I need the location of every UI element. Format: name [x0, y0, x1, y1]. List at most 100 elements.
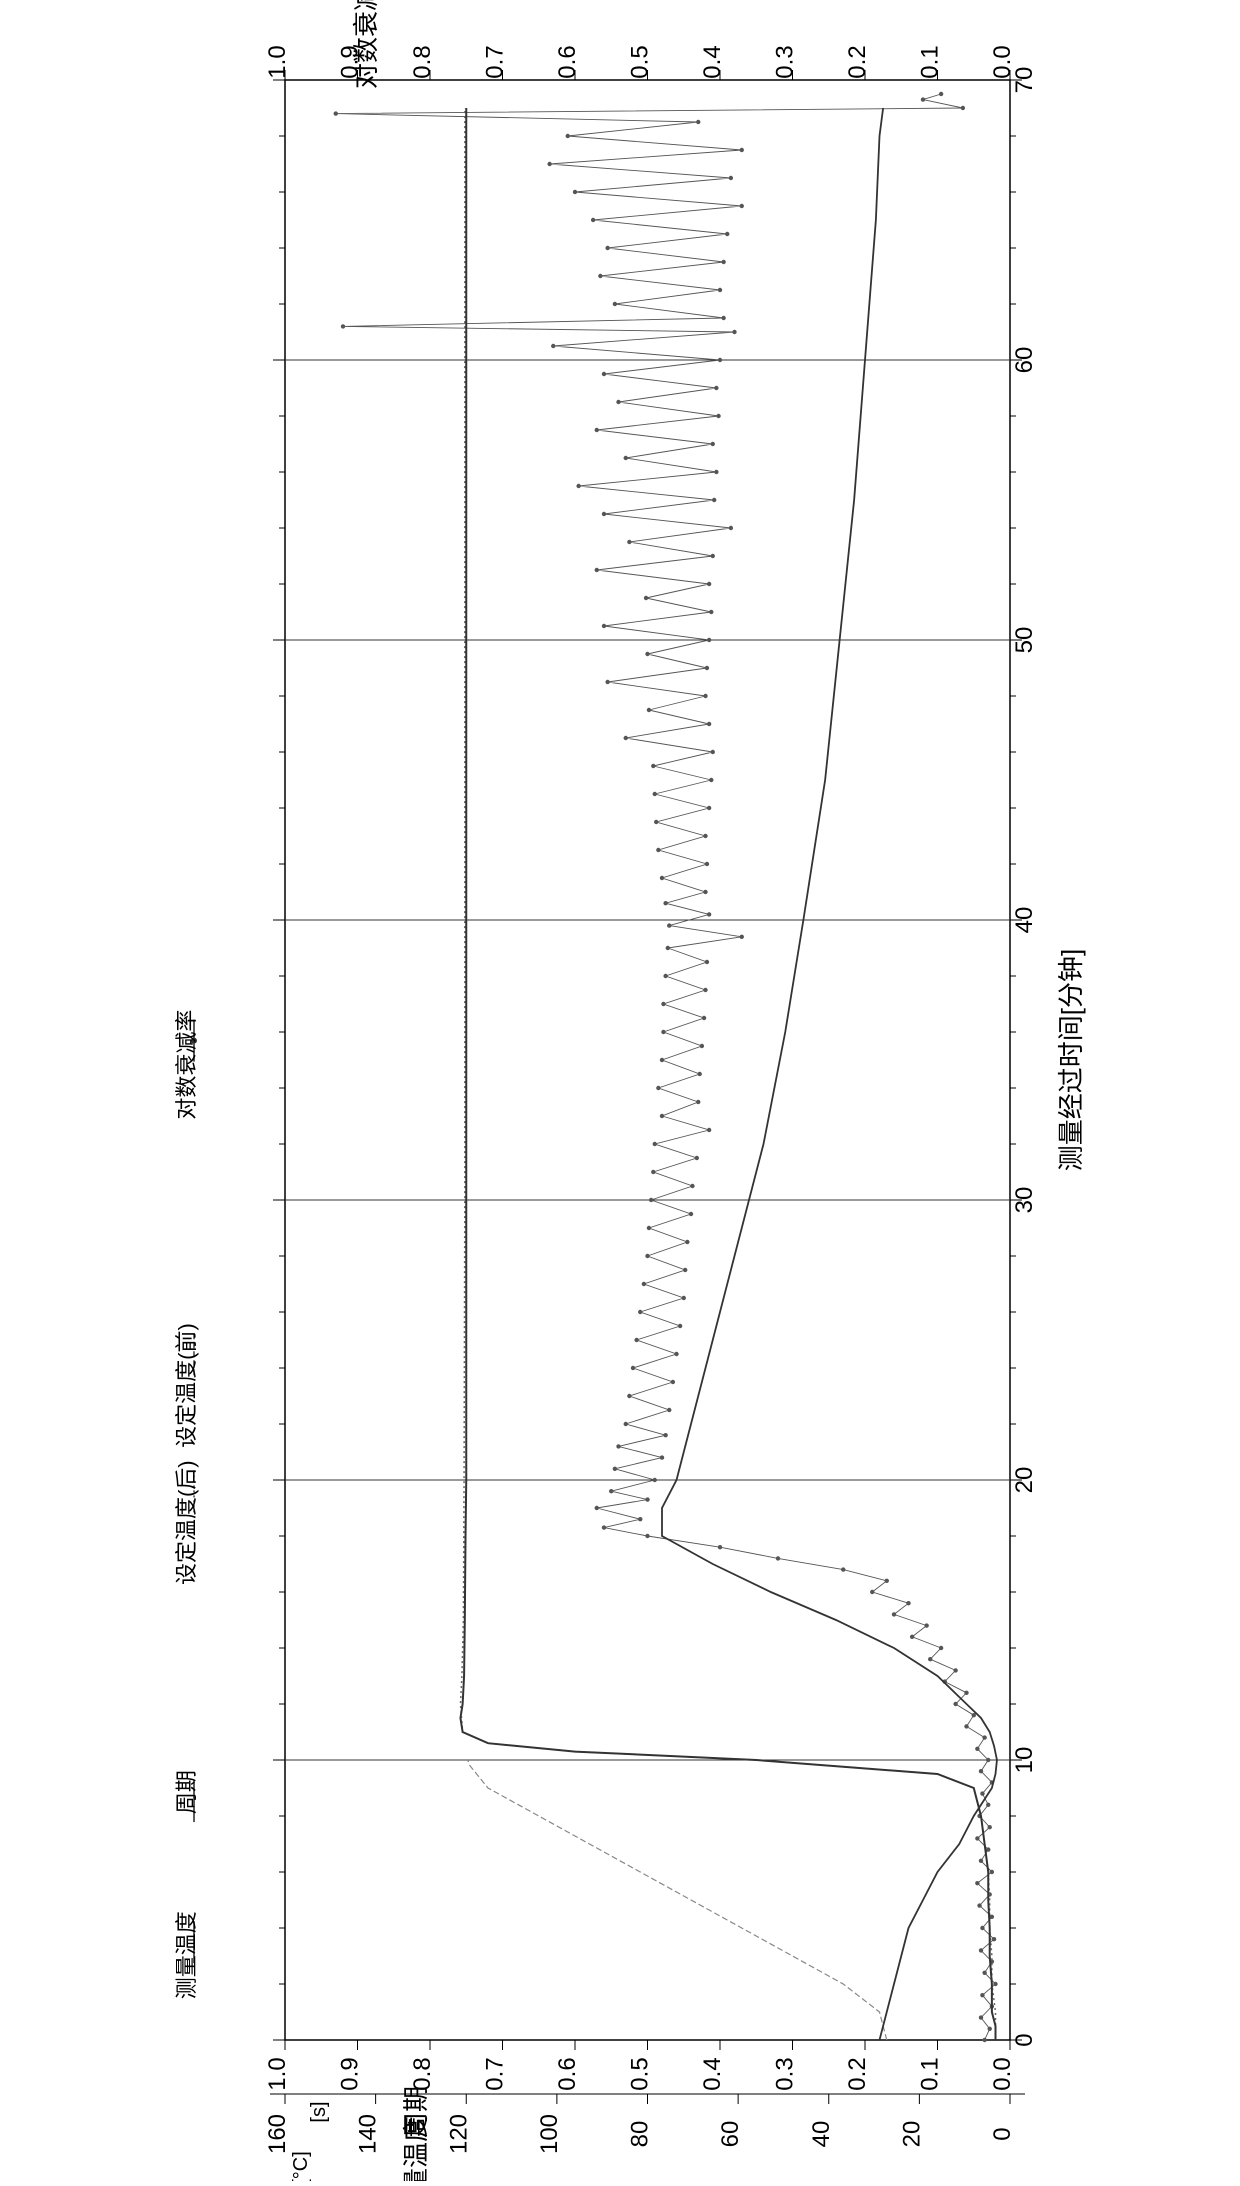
- y2-tick-label: 0.1: [917, 2057, 944, 2090]
- y2-tick-label: 0.5: [627, 2057, 654, 2090]
- marker-log-decrement: [740, 204, 744, 208]
- marker-log-decrement: [716, 414, 720, 418]
- marker-log-decrement: [645, 1534, 649, 1538]
- y1-tick-label: 60: [717, 2121, 744, 2148]
- marker-log-decrement: [683, 1268, 687, 1272]
- marker-log-decrement: [341, 324, 345, 328]
- y1-tick-label: 160: [264, 2114, 291, 2154]
- marker-log-decrement: [627, 540, 631, 544]
- marker-log-decrement: [576, 484, 580, 488]
- marker-log-decrement: [609, 1489, 613, 1493]
- marker-log-decrement: [616, 1444, 620, 1448]
- marker-log-decrement: [910, 1635, 914, 1639]
- marker-log-decrement: [975, 1881, 979, 1885]
- marker-log-decrement: [979, 1769, 983, 1773]
- marker-log-decrement: [990, 1870, 994, 1874]
- series-log-decrement: [336, 94, 996, 2040]
- legend-label: 设定温度(后): [174, 1460, 199, 1585]
- y3-tick-label: 0.1: [917, 45, 944, 78]
- marker-log-decrement: [663, 974, 667, 978]
- marker-log-decrement: [690, 1184, 694, 1188]
- marker-log-decrement: [977, 1903, 981, 1907]
- chart-svg: 010203040506070测量经过时间[分钟]0.00.10.20.30.4…: [0, 0, 1240, 2181]
- marker-log-decrement: [602, 1525, 606, 1529]
- marker-log-decrement: [702, 1016, 706, 1020]
- legend-label: 对数衰减率: [174, 1010, 199, 1120]
- marker-log-decrement: [718, 1545, 722, 1549]
- marker-log-decrement: [707, 912, 711, 916]
- time-tick-label: 10: [1011, 1747, 1038, 1774]
- marker-log-decrement: [547, 162, 551, 166]
- marker-log-decrement: [682, 1296, 686, 1300]
- marker-log-decrement: [729, 526, 733, 530]
- marker-log-decrement: [980, 1926, 984, 1930]
- marker-log-decrement: [595, 568, 599, 572]
- marker-log-decrement: [979, 1859, 983, 1863]
- marker-log-decrement: [993, 1982, 997, 1986]
- marker-log-decrement: [988, 1825, 992, 1829]
- y3-tick-label: 0.3: [772, 45, 799, 78]
- marker-log-decrement: [663, 1433, 667, 1437]
- marker-log-decrement: [992, 1937, 996, 1941]
- marker-log-decrement: [721, 316, 725, 320]
- marker-log-decrement: [647, 1226, 651, 1230]
- y2-tick-label: 0.7: [482, 2057, 509, 2090]
- series-measured-temp: [460, 108, 995, 2040]
- marker-log-decrement: [645, 1254, 649, 1258]
- marker-log-decrement: [705, 666, 709, 670]
- marker-log-decrement: [703, 988, 707, 992]
- marker-log-decrement: [707, 638, 711, 642]
- y3-tick-label: 0.8: [409, 45, 436, 78]
- marker-log-decrement: [979, 2015, 983, 2019]
- y3-axis-label: 对数衰减率: [351, 0, 381, 89]
- y1-tick-label: 100: [536, 2114, 563, 2154]
- marker-log-decrement: [653, 792, 657, 796]
- marker-log-decrement: [651, 1170, 655, 1174]
- chart-container: 010203040506070测量经过时间[分钟]0.00.10.20.30.4…: [0, 0, 1240, 2181]
- marker-log-decrement: [885, 1579, 889, 1583]
- marker-log-decrement: [703, 694, 707, 698]
- marker-log-decrement: [566, 134, 570, 138]
- marker-log-decrement: [982, 1971, 986, 1975]
- marker-log-decrement: [613, 1467, 617, 1471]
- marker-log-decrement: [647, 708, 651, 712]
- marker-log-decrement: [605, 246, 609, 250]
- marker-log-decrement: [591, 218, 595, 222]
- marker-log-decrement: [980, 1791, 984, 1795]
- marker-log-decrement: [660, 1114, 664, 1118]
- y2-tick-label: 0.9: [337, 2057, 364, 2090]
- marker-log-decrement: [660, 1455, 664, 1459]
- series-set-temp-front: [468, 1760, 887, 2040]
- marker-log-decrement: [667, 923, 671, 927]
- marker-log-decrement: [776, 1556, 780, 1560]
- marker-log-decrement: [986, 1803, 990, 1807]
- marker-log-decrement: [696, 120, 700, 124]
- y3-tick-label: 0.0: [989, 45, 1016, 78]
- marker-log-decrement: [725, 232, 729, 236]
- y1-axis-unit: [°C]: [290, 2151, 312, 2181]
- marker-log-decrement: [707, 722, 711, 726]
- marker-log-decrement: [644, 596, 648, 600]
- y1-tick-label: 40: [808, 2121, 835, 2148]
- marker-log-decrement: [638, 1517, 642, 1521]
- marker-log-decrement: [939, 92, 943, 96]
- y2-tick-label: 0.6: [554, 2057, 581, 2090]
- marker-log-decrement: [602, 624, 606, 628]
- marker-log-decrement: [602, 372, 606, 376]
- marker-log-decrement: [711, 442, 715, 446]
- time-tick-label: 20: [1011, 1467, 1038, 1494]
- y3-tick-label: 0.5: [627, 45, 654, 78]
- marker-log-decrement: [663, 901, 667, 905]
- marker-log-decrement: [616, 400, 620, 404]
- marker-log-decrement: [551, 344, 555, 348]
- marker-log-decrement: [695, 1156, 699, 1160]
- y1-tick-label: 0: [989, 2127, 1016, 2140]
- marker-log-decrement: [712, 498, 716, 502]
- marker-log-decrement: [654, 820, 658, 824]
- y2-axis-unit: [s]: [308, 2101, 330, 2122]
- marker-log-decrement: [740, 148, 744, 152]
- marker-log-decrement: [709, 610, 713, 614]
- marker-log-decrement: [732, 330, 736, 334]
- y3-tick-label: 0.6: [554, 45, 581, 78]
- marker-log-decrement: [975, 1747, 979, 1751]
